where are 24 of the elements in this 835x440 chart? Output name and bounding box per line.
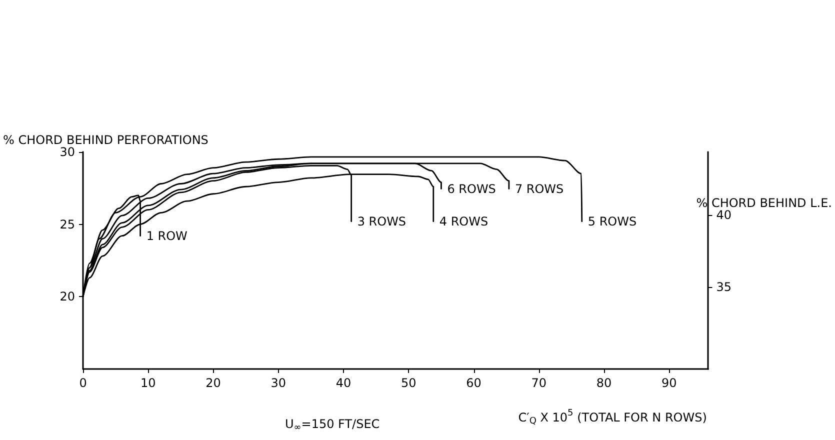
y-tick-label: 20 xyxy=(60,290,75,304)
x-tick-label: 20 xyxy=(206,376,221,390)
y-tick-label: 25 xyxy=(60,217,75,232)
x-tick-label: 70 xyxy=(531,376,547,390)
text: U∞=150 FT/SEC xyxy=(285,417,380,433)
y2-tick-label: 35 xyxy=(716,280,732,294)
y-axis-title: % CHORD BEHIND PERFORATIONS xyxy=(3,133,208,147)
x-tick-label: 40 xyxy=(336,376,352,390)
series-label: 3 ROWS xyxy=(357,214,406,228)
series-label: 1 ROW xyxy=(146,228,188,243)
y2-axis-title: % CHORD BEHIND L.E. xyxy=(696,196,832,210)
x-tick-label: 80 xyxy=(596,376,612,390)
x-tick-label: 60 xyxy=(466,376,482,390)
y-tick-label: 30 xyxy=(60,144,75,159)
y2-tick-label: 40 xyxy=(716,208,732,222)
x-tick-label: 90 xyxy=(662,376,677,390)
series-label: 7 ROWS xyxy=(514,182,564,196)
x-tick-label: 30 xyxy=(270,376,286,390)
series-label: 5 ROWS xyxy=(588,214,637,228)
series-label: 4 ROWS xyxy=(439,214,488,228)
x-tick-label: 50 xyxy=(401,376,416,390)
x-tick-label: 0 xyxy=(79,376,87,390)
x-tick-label: 10 xyxy=(140,376,156,390)
series-label: 6 ROWS xyxy=(447,182,496,196)
